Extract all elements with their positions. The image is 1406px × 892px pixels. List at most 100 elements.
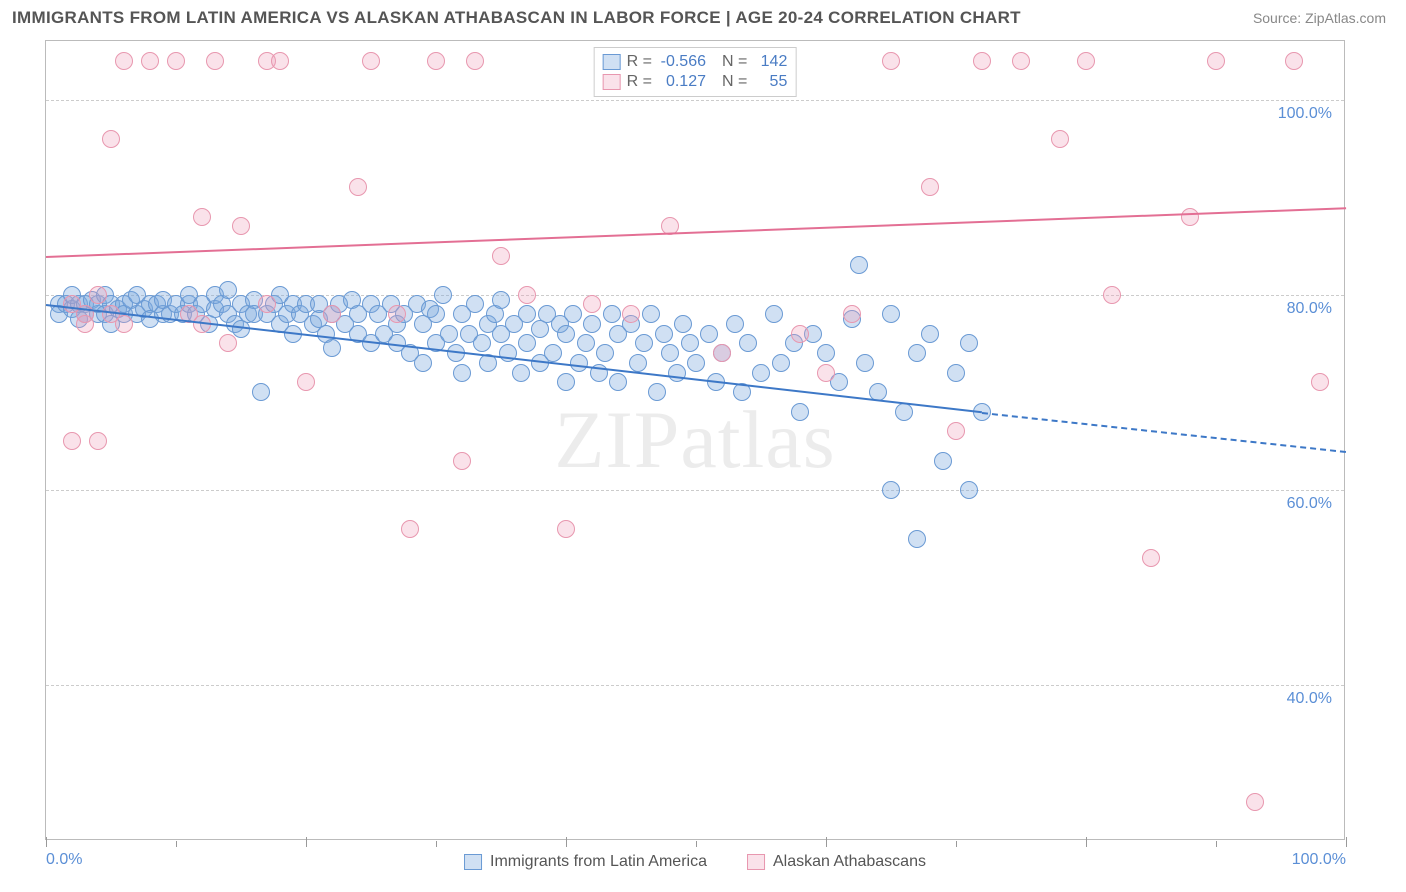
gridline — [46, 490, 1344, 491]
x-tick — [306, 837, 307, 847]
legend-label: Immigrants from Latin America — [490, 853, 707, 871]
chart-header: IMMIGRANTS FROM LATIN AMERICA VS ALASKAN… — [0, 0, 1406, 32]
data-point — [466, 52, 484, 70]
data-point — [518, 334, 536, 352]
y-tick-label: 40.0% — [1287, 690, 1332, 708]
scatter-chart: ZIPatlas 40.0%60.0%80.0%100.0%0.0%100.0%… — [45, 40, 1345, 840]
chart-source: Source: ZipAtlas.com — [1253, 10, 1386, 26]
data-point — [466, 295, 484, 313]
data-point — [960, 481, 978, 499]
data-point — [700, 325, 718, 343]
legend-row: R =-0.566N =142 — [603, 52, 788, 72]
data-point — [648, 383, 666, 401]
data-point — [1051, 130, 1069, 148]
data-point — [674, 315, 692, 333]
data-point — [518, 305, 536, 323]
x-tick — [1086, 837, 1087, 847]
data-point — [115, 52, 133, 70]
data-point — [473, 334, 491, 352]
data-point — [921, 178, 939, 196]
data-point — [895, 403, 913, 421]
data-point — [232, 217, 250, 235]
data-point — [577, 334, 595, 352]
data-point — [1012, 52, 1030, 70]
n-value: 55 — [753, 73, 787, 91]
y-tick-label: 100.0% — [1278, 105, 1332, 123]
data-point — [791, 403, 809, 421]
r-value: -0.566 — [658, 53, 706, 71]
data-point — [453, 364, 471, 382]
data-point — [687, 354, 705, 372]
data-point — [908, 344, 926, 362]
data-point — [973, 52, 991, 70]
data-point — [882, 305, 900, 323]
data-point — [850, 256, 868, 274]
data-point — [297, 373, 315, 391]
data-point — [453, 452, 471, 470]
legend-swatch — [603, 74, 621, 90]
data-point — [739, 334, 757, 352]
data-point — [141, 52, 159, 70]
data-point — [76, 315, 94, 333]
data-point — [323, 305, 341, 323]
data-point — [856, 354, 874, 372]
data-point — [1285, 52, 1303, 70]
data-point — [518, 286, 536, 304]
x-tick-label: 0.0% — [46, 851, 82, 869]
data-point — [63, 432, 81, 450]
r-value: 0.127 — [658, 73, 706, 91]
data-point — [583, 315, 601, 333]
legend-item: Alaskan Athabascans — [747, 853, 926, 871]
data-point — [882, 52, 900, 70]
series-legend: Immigrants from Latin America Alaskan Ath… — [464, 853, 926, 871]
data-point — [570, 354, 588, 372]
data-point — [1207, 52, 1225, 70]
legend-swatch — [464, 854, 482, 870]
data-point — [564, 305, 582, 323]
x-tick — [826, 837, 827, 847]
data-point — [271, 52, 289, 70]
gridline — [46, 100, 1344, 101]
y-tick-label: 60.0% — [1287, 495, 1332, 513]
data-point — [882, 481, 900, 499]
data-point — [681, 334, 699, 352]
x-tick — [46, 837, 47, 847]
legend-swatch — [603, 54, 621, 70]
data-point — [934, 452, 952, 470]
legend-swatch — [747, 854, 765, 870]
data-point — [544, 344, 562, 362]
x-tick — [1216, 841, 1217, 847]
data-point — [492, 291, 510, 309]
data-point — [603, 305, 621, 323]
data-point — [772, 354, 790, 372]
x-tick — [696, 841, 697, 847]
data-point — [843, 305, 861, 323]
data-point — [89, 286, 107, 304]
data-point — [655, 325, 673, 343]
n-label: N = — [722, 53, 747, 71]
data-point — [791, 325, 809, 343]
data-point — [629, 354, 647, 372]
data-point — [440, 325, 458, 343]
data-point — [609, 373, 627, 391]
legend-row: R = 0.127 N = 55 — [603, 72, 788, 92]
data-point — [947, 364, 965, 382]
data-point — [908, 530, 926, 548]
data-point — [1077, 52, 1095, 70]
x-tick — [1346, 837, 1347, 847]
data-point — [622, 305, 640, 323]
data-point — [635, 334, 653, 352]
data-point — [1246, 793, 1264, 811]
data-point — [349, 178, 367, 196]
data-point — [401, 520, 419, 538]
legend-label: Alaskan Athabascans — [773, 853, 926, 871]
n-label: N = — [722, 73, 747, 91]
data-point — [752, 364, 770, 382]
r-label: R = — [627, 73, 652, 91]
data-point — [362, 52, 380, 70]
data-point — [1311, 373, 1329, 391]
data-point — [661, 344, 679, 362]
data-point — [713, 344, 731, 362]
data-point — [596, 344, 614, 362]
data-point — [427, 52, 445, 70]
